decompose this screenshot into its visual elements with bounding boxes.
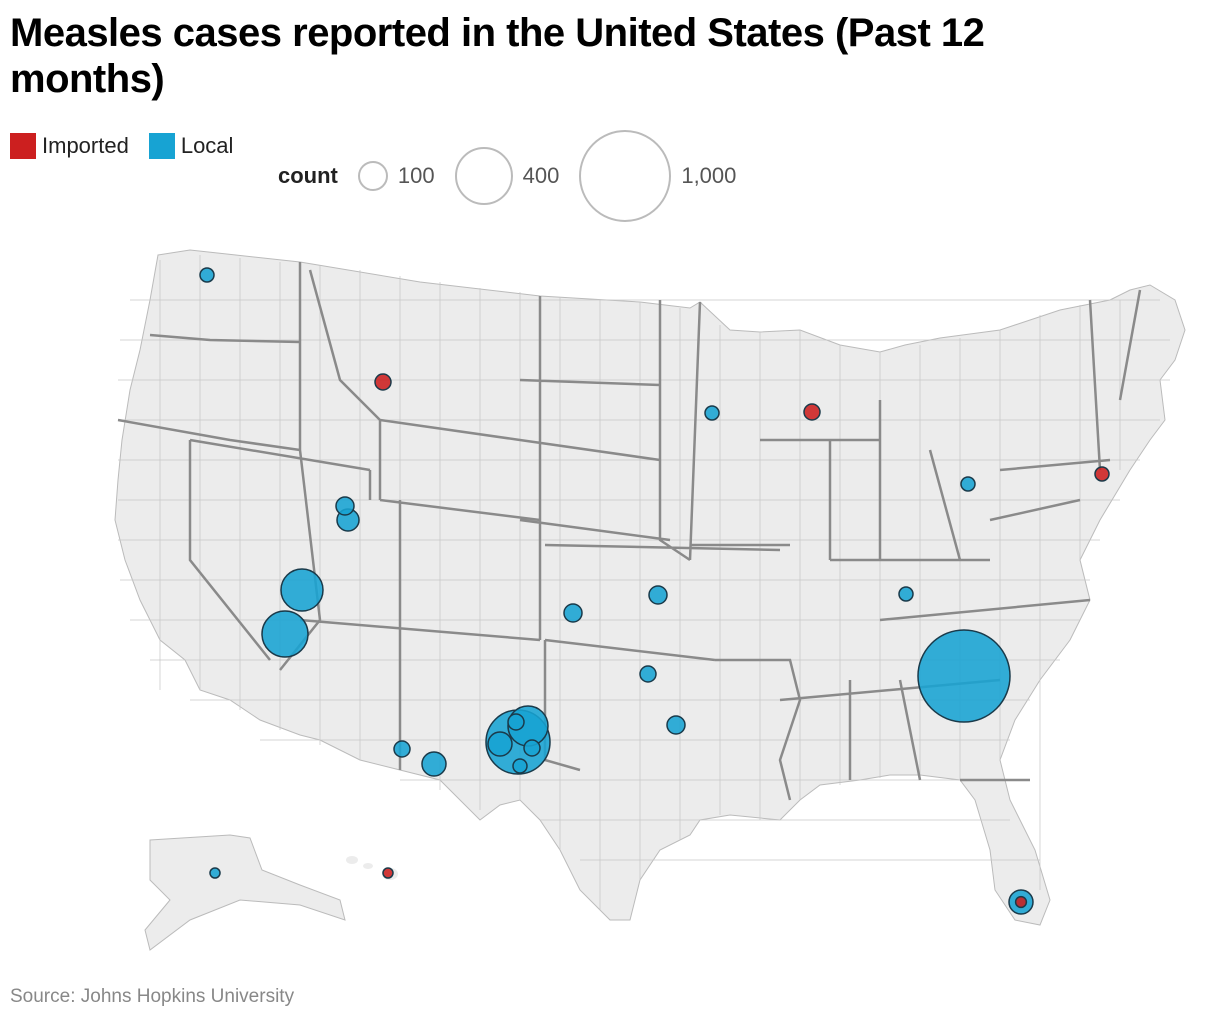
- category-legend: Imported Local: [10, 133, 253, 159]
- state-borders: [117, 262, 1142, 801]
- case-bubble[interactable]: [639, 665, 657, 683]
- case-bubble[interactable]: [393, 740, 411, 758]
- case-bubble[interactable]: [1014, 895, 1028, 909]
- source-note: Source: Johns Hopkins University: [10, 986, 295, 1007]
- local-swatch-icon: [148, 133, 175, 159]
- case-bubble[interactable]: [421, 751, 447, 777]
- case-bubble[interactable]: [512, 758, 528, 774]
- case-bubble[interactable]: [563, 603, 583, 623]
- case-bubble[interactable]: [917, 629, 1011, 723]
- legend-item-imported[interactable]: Imported: [10, 133, 129, 159]
- case-bubble[interactable]: [1094, 466, 1110, 482]
- case-bubble[interactable]: [648, 585, 668, 605]
- case-bubble[interactable]: [199, 267, 215, 283]
- case-bubble[interactable]: [803, 403, 821, 421]
- land: [114, 249, 1186, 951]
- case-bubble[interactable]: [382, 867, 394, 879]
- case-bubble[interactable]: [335, 496, 355, 516]
- case-bubble[interactable]: [487, 731, 513, 757]
- us-map[interactable]: [0, 220, 1220, 960]
- case-bubble[interactable]: [261, 610, 309, 658]
- case-bubbles[interactable]: [199, 267, 1110, 915]
- case-bubble[interactable]: [374, 373, 392, 391]
- size-100-label: 100: [397, 163, 435, 188]
- case-bubble[interactable]: [666, 715, 686, 735]
- size-400-circle-icon: [454, 147, 513, 205]
- legend-label-local: Local: [180, 133, 234, 158]
- chart-title: Measles cases reported in the United Sta…: [10, 11, 985, 101]
- case-bubble[interactable]: [704, 405, 720, 421]
- size-1000-circle-icon: [579, 130, 672, 222]
- case-bubble[interactable]: [280, 568, 324, 612]
- size-legend-title: count: [278, 163, 338, 188]
- legend-item-local[interactable]: Local: [148, 133, 234, 159]
- case-bubble[interactable]: [898, 586, 914, 602]
- imported-swatch-icon: [10, 133, 36, 159]
- case-bubble[interactable]: [523, 739, 541, 757]
- legend-label-imported: Imported: [42, 133, 129, 158]
- case-bubble[interactable]: [960, 476, 976, 492]
- case-bubble[interactable]: [507, 713, 525, 731]
- size-400-label: 400: [522, 163, 560, 188]
- size-1000-label: 1,000: [681, 163, 737, 188]
- size-legend: count 100 400 1,000: [278, 128, 756, 224]
- case-bubble[interactable]: [209, 867, 221, 879]
- size-100-circle-icon: [357, 161, 388, 191]
